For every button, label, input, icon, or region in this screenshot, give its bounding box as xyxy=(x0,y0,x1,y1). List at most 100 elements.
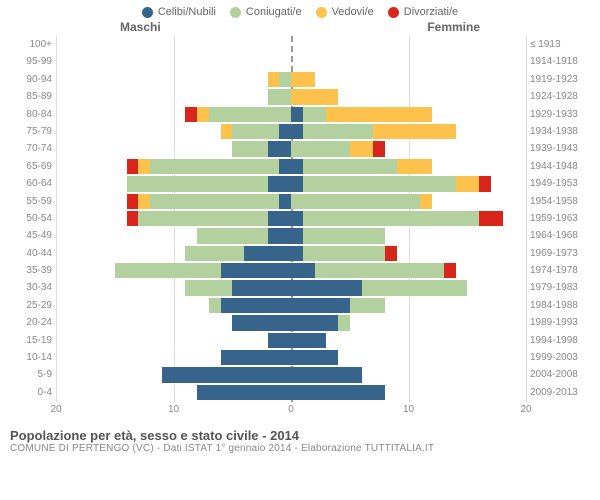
seg-ved xyxy=(197,107,209,122)
age-label: 70-74 xyxy=(8,140,52,157)
seg-cel xyxy=(291,211,303,226)
seg-con xyxy=(209,298,221,313)
seg-con xyxy=(303,124,374,139)
male-bar xyxy=(56,107,291,122)
seg-con xyxy=(232,141,267,156)
side-headers: Maschi Femmine xyxy=(0,20,600,36)
seg-ved xyxy=(138,159,150,174)
female-bar xyxy=(291,385,526,400)
birth-label: 1944-1948 xyxy=(530,158,592,175)
male-bar xyxy=(56,367,291,382)
seg-cel xyxy=(291,263,315,278)
pyramid-row xyxy=(56,262,526,279)
chart-bars xyxy=(56,36,526,402)
age-label: 85-89 xyxy=(8,88,52,105)
female-bar xyxy=(291,37,526,52)
seg-ved xyxy=(373,124,455,139)
birth-label: 1969-1973 xyxy=(530,245,592,262)
seg-ved xyxy=(291,89,338,104)
male-bar xyxy=(56,350,291,365)
pyramid-row xyxy=(56,140,526,157)
pyramid-row xyxy=(56,36,526,53)
birth-label: 1984-1988 xyxy=(530,297,592,314)
seg-con xyxy=(303,228,385,243)
seg-con xyxy=(185,280,232,295)
birth-label: 1979-1983 xyxy=(530,279,592,296)
male-bar xyxy=(56,385,291,400)
age-label: 90-94 xyxy=(8,71,52,88)
seg-ved xyxy=(397,159,432,174)
birth-labels: ≤ 19131914-19181919-19231924-19281929-19… xyxy=(530,36,592,402)
female-bar xyxy=(291,315,526,330)
age-label: 15-19 xyxy=(8,332,52,349)
seg-cel xyxy=(291,176,303,191)
age-label: 45-49 xyxy=(8,227,52,244)
legend-swatch xyxy=(316,7,327,18)
seg-cel xyxy=(279,124,291,139)
birth-label: 1949-1953 xyxy=(530,175,592,192)
age-label: 50-54 xyxy=(8,210,52,227)
seg-cel xyxy=(291,298,350,313)
pyramid-row xyxy=(56,332,526,349)
legend: Celibi/NubiliConiugati/eVedovi/eDivorzia… xyxy=(0,0,600,20)
male-bar xyxy=(56,246,291,261)
female-bar xyxy=(291,72,526,87)
seg-div xyxy=(373,141,385,156)
seg-con xyxy=(315,263,444,278)
pyramid-row xyxy=(56,366,526,383)
seg-div xyxy=(127,211,139,226)
female-bar xyxy=(291,228,526,243)
x-tick: 10 xyxy=(403,404,414,415)
male-bar xyxy=(56,89,291,104)
seg-cel xyxy=(291,107,303,122)
age-label: 80-84 xyxy=(8,106,52,123)
seg-con xyxy=(197,228,268,243)
age-label: 25-29 xyxy=(8,297,52,314)
legend-swatch xyxy=(142,7,153,18)
seg-con xyxy=(362,280,468,295)
seg-con xyxy=(350,298,385,313)
seg-cel xyxy=(268,228,292,243)
seg-con xyxy=(303,176,456,191)
legend-item: Vedovi/e xyxy=(316,6,374,18)
chart-footer: Popolazione per età, sesso e stato civil… xyxy=(0,424,600,454)
seg-cel xyxy=(268,176,292,191)
age-label: 10-14 xyxy=(8,349,52,366)
female-bar xyxy=(291,367,526,382)
age-label: 0-4 xyxy=(8,384,52,401)
female-bar xyxy=(291,89,526,104)
seg-con xyxy=(268,89,292,104)
seg-ved xyxy=(221,124,233,139)
seg-con xyxy=(185,246,244,261)
pyramid-row xyxy=(56,193,526,210)
birth-label: 1999-2003 xyxy=(530,349,592,366)
male-bar xyxy=(56,54,291,69)
pyramid-row xyxy=(56,279,526,296)
age-label: 35-39 xyxy=(8,262,52,279)
x-tick: 20 xyxy=(520,404,531,415)
seg-cel xyxy=(268,211,292,226)
seg-div xyxy=(127,194,139,209)
birth-label: 1959-1963 xyxy=(530,210,592,227)
legend-label: Celibi/Nubili xyxy=(158,6,216,18)
age-label: 55-59 xyxy=(8,193,52,210)
birth-label: 1929-1933 xyxy=(530,106,592,123)
pyramid-row xyxy=(56,71,526,88)
header-female: Femmine xyxy=(427,20,480,34)
birth-label: 1924-1928 xyxy=(530,88,592,105)
pyramid-row xyxy=(56,158,526,175)
pyramid-row xyxy=(56,245,526,262)
seg-con xyxy=(291,141,350,156)
seg-ved xyxy=(456,176,480,191)
chart-subtitle: COMUNE DI PERTENGO (VC) - Dati ISTAT 1° … xyxy=(10,443,590,454)
male-bar xyxy=(56,298,291,313)
seg-cel xyxy=(291,246,303,261)
seg-cel xyxy=(291,333,326,348)
seg-con xyxy=(150,159,279,174)
legend-item: Celibi/Nubili xyxy=(142,6,216,18)
legend-swatch xyxy=(388,7,399,18)
male-bar xyxy=(56,124,291,139)
male-bar xyxy=(56,228,291,243)
seg-cel xyxy=(291,124,303,139)
seg-con xyxy=(338,315,350,330)
